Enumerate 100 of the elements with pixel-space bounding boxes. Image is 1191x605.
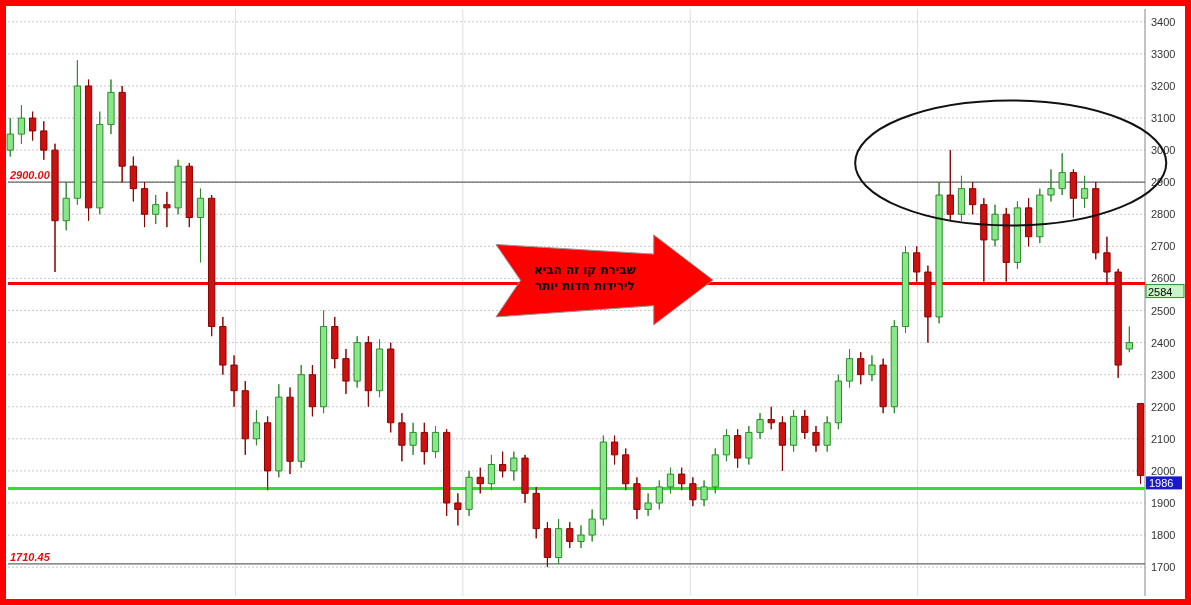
candlestick [152, 194, 160, 225]
y-tick-label: 3300 [1151, 47, 1176, 60]
candlestick [140, 181, 149, 228]
candlestick [465, 470, 473, 517]
candlestick [319, 310, 328, 414]
candlestick [174, 159, 182, 215]
candlestick [957, 175, 966, 222]
candlestick [610, 435, 619, 465]
candlestick [353, 335, 361, 388]
candlestick [913, 245, 921, 283]
candlestick [252, 409, 261, 446]
candlestick [331, 316, 339, 369]
candlestick [532, 486, 540, 539]
candlestick [845, 348, 854, 388]
ref-line-label: 1710.45 [10, 550, 51, 563]
candlestick [241, 380, 249, 456]
candlestick [969, 181, 977, 215]
candlestick [980, 197, 988, 283]
candlestick [991, 204, 999, 247]
candlestick [219, 316, 227, 376]
candlestick [297, 364, 305, 469]
y-tick-label: 1900 [1151, 496, 1176, 509]
candlestick [633, 476, 641, 520]
candlestick [834, 374, 842, 430]
y-tick-label: 3400 [1151, 15, 1176, 28]
candlestick [510, 451, 518, 482]
candlestick [599, 435, 607, 526]
candlestick [118, 85, 126, 183]
candlestick [622, 447, 630, 491]
candlestick [51, 143, 59, 273]
y-tick-label: 2600 [1151, 272, 1176, 285]
candlestick [230, 354, 238, 408]
candlestick [778, 415, 787, 472]
candlestick [1069, 168, 1078, 218]
candlestick [789, 409, 798, 453]
candlestick [756, 412, 764, 440]
y-tick-label: 2100 [1151, 432, 1176, 445]
candlestick [1136, 403, 1145, 485]
text: 1986 [1149, 477, 1174, 490]
y-tick-label: 2700 [1151, 240, 1176, 253]
candlestick [734, 428, 742, 469]
candlestick [767, 406, 775, 430]
candlestick [196, 188, 205, 263]
candlestick [40, 120, 48, 161]
candlestick [521, 454, 529, 504]
candlestick [1114, 268, 1122, 379]
candlestick [1125, 326, 1133, 353]
y-tick-label: 1700 [1151, 561, 1176, 574]
candlestick [812, 425, 820, 453]
candlestick [308, 364, 317, 417]
candlestick [342, 348, 350, 395]
candlestick [700, 480, 708, 507]
candlestick [935, 181, 943, 324]
candlestick [722, 428, 731, 462]
candlestick [946, 149, 954, 222]
candlestick [554, 518, 563, 565]
candlestick [801, 409, 809, 440]
annotation: שבירת קו זה הביא לירידות חדות יותר [533, 262, 637, 295]
candlestick [543, 521, 552, 568]
ref-line-label: 2584 [1148, 285, 1173, 298]
candlestick [476, 467, 484, 494]
y-tick-label: 2300 [1151, 368, 1176, 381]
candlestick [431, 425, 440, 459]
ref-line-label: 2900.00 [9, 169, 51, 182]
candlestick [1103, 236, 1111, 286]
candlestick [678, 467, 686, 491]
candlestick [901, 245, 910, 334]
candlestick [454, 492, 462, 526]
candlestick [689, 476, 697, 507]
candlestick [655, 480, 663, 510]
candlestick [1047, 168, 1055, 202]
candlestick [711, 447, 719, 494]
y-tick-label: 2200 [1151, 400, 1176, 413]
candlestick [577, 524, 585, 549]
candlestick [823, 415, 831, 453]
candlestick [868, 354, 876, 382]
candlestick [1024, 197, 1033, 247]
candlestick [1036, 188, 1044, 244]
candlestick [387, 342, 395, 433]
y-tick-label: 2400 [1151, 336, 1176, 349]
candlestick [420, 422, 428, 465]
y-tick-label: 2800 [1151, 208, 1176, 221]
candlestick [890, 319, 898, 414]
candlestick [566, 521, 574, 549]
candlestick [28, 111, 37, 142]
candlestick [443, 428, 451, 517]
candlestick [487, 454, 496, 491]
y-tick-label: 3100 [1151, 112, 1176, 125]
candlestick [375, 338, 384, 398]
y-tick-label: 2500 [1151, 304, 1176, 317]
candlestick [499, 451, 507, 478]
candlestick [275, 383, 283, 478]
y-tick-label: 1800 [1151, 529, 1176, 542]
candlestick [1013, 200, 1022, 270]
candlestick [84, 79, 93, 222]
candlestick [62, 181, 70, 231]
candlestick [364, 335, 372, 408]
candlestick [1080, 175, 1089, 209]
candlestick [96, 111, 104, 215]
candlestick [924, 265, 932, 344]
